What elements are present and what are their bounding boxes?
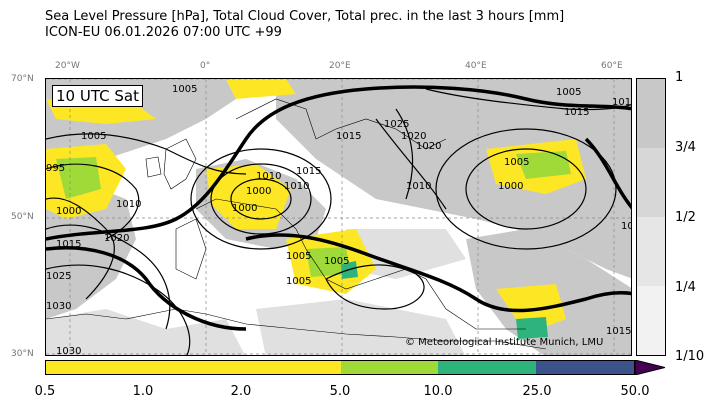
thick-isobars bbox=[46, 85, 631, 331]
isobar-label: 1010 bbox=[284, 181, 309, 192]
precip-bin-10-25 bbox=[438, 361, 537, 374]
title-line-2: ICON-EU 06.01.2026 07:00 UTC +99 bbox=[45, 25, 282, 40]
isobar-label: 1010 bbox=[406, 181, 431, 192]
lat-label-50n: 50°N bbox=[11, 212, 34, 222]
isobar-label: 1010 bbox=[621, 221, 632, 232]
isobar-label: 1015 bbox=[606, 326, 631, 337]
isobar-label: 1015 bbox=[336, 131, 361, 142]
isobar-label: 1000 bbox=[56, 206, 81, 217]
cloud-cover-colorbar bbox=[636, 78, 666, 356]
precip-bin-low bbox=[46, 361, 341, 374]
precip-label: 50.0 bbox=[620, 384, 650, 399]
precip-colorbar bbox=[45, 360, 635, 375]
isobar-label: 1005 bbox=[286, 276, 311, 287]
isobar-label: 1000 bbox=[232, 203, 257, 214]
cloud-label-3-4: 3/4 bbox=[675, 140, 696, 155]
isobar-label: 995 bbox=[46, 163, 65, 174]
precip-bin-5-10 bbox=[340, 361, 439, 374]
precip-label: 2.0 bbox=[230, 384, 252, 399]
isobar-label: 1015 bbox=[56, 239, 81, 250]
precip-heavy bbox=[56, 151, 571, 277]
precip-bin-25-50 bbox=[536, 361, 634, 374]
cloud-bin-1 bbox=[637, 79, 665, 148]
lon-label-60e: 60°E bbox=[601, 61, 623, 71]
isobar-label: 1005 bbox=[324, 256, 349, 267]
cloud-label-1-10: 1/10 bbox=[675, 349, 705, 364]
isobar-label: 1000 bbox=[498, 181, 523, 192]
isobar-label: 1005 bbox=[556, 87, 581, 98]
isobar-label: 1020 bbox=[401, 131, 426, 142]
isobar-label: 1005 bbox=[286, 251, 311, 262]
isobar-label: 1020 bbox=[104, 233, 129, 244]
lon-label-0: 0° bbox=[200, 61, 211, 71]
lon-label-20e: 20°E bbox=[329, 61, 351, 71]
isobar-label: 1000 bbox=[246, 186, 271, 197]
isobar-label: 1030 bbox=[46, 301, 71, 312]
lon-label-40e: 40°E bbox=[465, 61, 487, 71]
valid-time-label: 10 UTC Sat bbox=[52, 85, 143, 107]
weather-map: 1005 1005 1015 1010 1005 1000 1010 1005 … bbox=[45, 78, 632, 356]
precip-label: 25.0 bbox=[522, 384, 552, 399]
cloud-label-1: 1 bbox=[675, 70, 684, 85]
thin-cloud-layer bbox=[46, 229, 466, 355]
precip-label: 0.5 bbox=[34, 384, 56, 399]
cloud-bin-3 bbox=[637, 217, 665, 286]
isobar-label-group: 1005 1005 1015 1010 1005 1000 1010 1005 … bbox=[46, 84, 632, 356]
isobar-label: 101 bbox=[612, 97, 631, 108]
lon-label-20w: 20°W bbox=[55, 61, 80, 71]
graticule bbox=[46, 79, 631, 355]
precip-extend-arrow bbox=[635, 360, 665, 375]
isobar-label: 1010 bbox=[256, 171, 281, 182]
isobar-label: 1030 bbox=[56, 346, 81, 356]
lat-label-70n: 70°N bbox=[11, 74, 34, 84]
isobar-label: 1005 bbox=[172, 84, 197, 95]
cloud-bin-2 bbox=[637, 148, 665, 217]
isobar-label: 1015 bbox=[564, 107, 589, 118]
copyright-text: © Meteorological Institute Munich, LMU bbox=[405, 337, 604, 348]
isobar-label: 1025 bbox=[384, 119, 409, 130]
precip-label: 1.0 bbox=[132, 384, 154, 399]
cloud-bin-4 bbox=[637, 286, 665, 355]
cloud-label-1-2: 1/2 bbox=[675, 210, 696, 225]
precip-label: 10.0 bbox=[423, 384, 453, 399]
precip-label: 5.0 bbox=[329, 384, 351, 399]
map-svg: 1005 1005 1015 1010 1005 1000 1010 1005 … bbox=[46, 79, 632, 356]
isobar-label: 1020 bbox=[416, 141, 441, 152]
chart-title: Sea Level Pressure [hPa], Total Cloud Co… bbox=[45, 9, 564, 41]
isobar-label: 1010 bbox=[116, 199, 141, 210]
title-line-1: Sea Level Pressure [hPa], Total Cloud Co… bbox=[45, 9, 565, 24]
isobar-label: 1005 bbox=[504, 157, 529, 168]
lat-label-30n: 30°N bbox=[11, 349, 34, 359]
isobar-label: 1015 bbox=[296, 166, 321, 177]
coastlines bbox=[46, 98, 547, 350]
isobar-label: 1025 bbox=[46, 271, 71, 282]
isobar-label: 1005 bbox=[81, 131, 106, 142]
cloud-label-1-4: 1/4 bbox=[675, 280, 696, 295]
